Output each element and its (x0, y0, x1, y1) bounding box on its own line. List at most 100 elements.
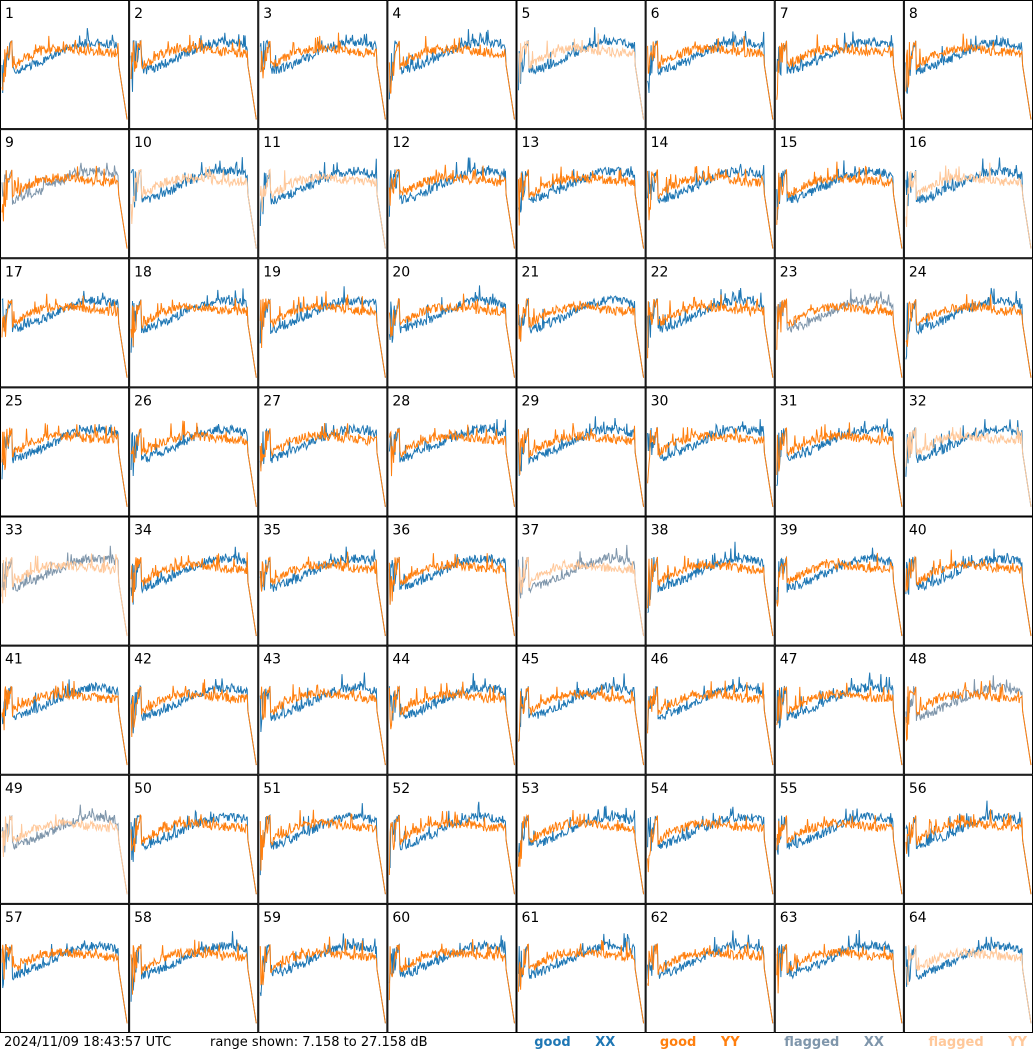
series-yy-tile-44 (388, 681, 515, 766)
series-yy-tile-37 (518, 556, 645, 637)
tile-2: 2 (129, 0, 259, 130)
series-yy-tile-2 (130, 34, 257, 120)
tile-label-59: 59 (263, 910, 281, 926)
series-yy-tile-6 (647, 35, 774, 120)
tile-label-46: 46 (651, 652, 669, 668)
series-yy-tile-11 (259, 168, 386, 249)
tile-frame-32 (903, 387, 1033, 517)
series-xx-tile-47 (776, 672, 903, 766)
series-xx-tile-7 (776, 31, 903, 120)
tile-label-58: 58 (134, 910, 152, 926)
tile-label-6: 6 (651, 6, 660, 22)
tile-label-40: 40 (909, 523, 927, 539)
tile-label-23: 23 (780, 264, 798, 280)
tile-label-51: 51 (263, 781, 281, 797)
tile-12: 12 (387, 129, 517, 259)
series-yy-tile-57 (1, 944, 128, 1024)
tile-label-7: 7 (780, 6, 789, 22)
tile-14: 14 (645, 129, 775, 259)
tile-frame-15 (774, 129, 904, 259)
tile-label-64: 64 (909, 910, 927, 926)
tile-label-41: 41 (5, 652, 23, 668)
tile-label-19: 19 (263, 264, 281, 280)
tile-label-57: 57 (5, 910, 23, 926)
tile-label-14: 14 (651, 135, 669, 151)
tile-48: 48 (903, 645, 1033, 775)
series-yy-tile-24 (905, 294, 1032, 378)
tile-frame-55 (774, 774, 904, 904)
series-yy-tile-27 (259, 422, 386, 507)
tile-label-20: 20 (392, 264, 410, 280)
tile-41: 41 (0, 645, 130, 775)
tile-56: 56 (903, 774, 1033, 904)
tile-60: 60 (387, 903, 517, 1033)
tile-frame-49 (0, 774, 130, 904)
tile-frame-28 (387, 387, 517, 517)
series-yy-tile-53 (518, 809, 645, 895)
tile-18: 18 (129, 258, 259, 388)
tile-39: 39 (774, 516, 904, 646)
tile-frame-7 (774, 0, 904, 130)
tile-label-25: 25 (5, 393, 23, 409)
series-yy-tile-45 (518, 685, 645, 766)
series-xx-tile-50 (130, 809, 257, 895)
series-yy-tile-25 (1, 423, 128, 507)
tile-frame-5 (516, 0, 646, 130)
tile-57: 57 (0, 903, 130, 1033)
series-yy-tile-5 (518, 33, 645, 120)
series-yy-tile-63 (776, 943, 903, 1024)
tile-47: 47 (774, 645, 904, 775)
series-xx-tile-58 (130, 931, 257, 1024)
series-xx-tile-16 (905, 157, 1032, 249)
tile-frame-33 (0, 516, 130, 646)
tile-label-21: 21 (522, 264, 540, 280)
tile-44: 44 (387, 645, 517, 775)
tile-label-36: 36 (392, 523, 410, 539)
tile-label-18: 18 (134, 264, 152, 280)
series-xx-tile-32 (905, 419, 1032, 507)
tile-42: 42 (129, 645, 259, 775)
tile-label-35: 35 (263, 523, 281, 539)
tile-label-60: 60 (392, 910, 410, 926)
tile-frame-20 (387, 258, 517, 388)
tile-label-15: 15 (780, 135, 798, 151)
tile-20: 20 (387, 258, 517, 388)
tile-label-31: 31 (780, 393, 798, 409)
series-yy-tile-15 (776, 161, 903, 249)
series-yy-tile-31 (776, 422, 903, 507)
series-xx-tile-51 (259, 803, 386, 895)
tile-28: 28 (387, 387, 517, 517)
tile-label-1: 1 (5, 6, 14, 22)
tile-frame-16 (903, 129, 1033, 259)
tile-43: 43 (258, 645, 388, 775)
tile-frame-30 (645, 387, 775, 517)
tile-6: 6 (645, 0, 775, 130)
tile-33: 33 (0, 516, 130, 646)
series-yy-tile-10 (130, 166, 257, 249)
series-xx-tile-39 (776, 547, 903, 637)
tile-40: 40 (903, 516, 1033, 646)
series-yy-tile-61 (518, 939, 645, 1024)
tile-frame-57 (0, 903, 130, 1033)
series-yy-tile-29 (518, 423, 645, 507)
series-xx-tile-12 (388, 157, 515, 249)
tile-13: 13 (516, 129, 646, 259)
series-yy-tile-9 (1, 165, 128, 249)
tile-label-29: 29 (522, 393, 540, 409)
series-yy-tile-26 (130, 420, 257, 507)
tile-25: 25 (0, 387, 130, 517)
tile-46: 46 (645, 645, 775, 775)
series-yy-tile-64 (905, 944, 1032, 1024)
series-yy-tile-39 (776, 552, 903, 637)
tile-24: 24 (903, 258, 1033, 388)
tile-19: 19 (258, 258, 388, 388)
tile-frame-40 (903, 516, 1033, 646)
series-yy-tile-59 (259, 936, 386, 1024)
tile-50: 50 (129, 774, 259, 904)
series-yy-tile-54 (647, 815, 774, 895)
tile-61: 61 (516, 903, 646, 1033)
legend-good-yy: good YY (659, 1035, 740, 1050)
tile-label-17: 17 (5, 264, 23, 280)
series-xx-tile-13 (518, 166, 645, 249)
tile-label-30: 30 (651, 393, 669, 409)
